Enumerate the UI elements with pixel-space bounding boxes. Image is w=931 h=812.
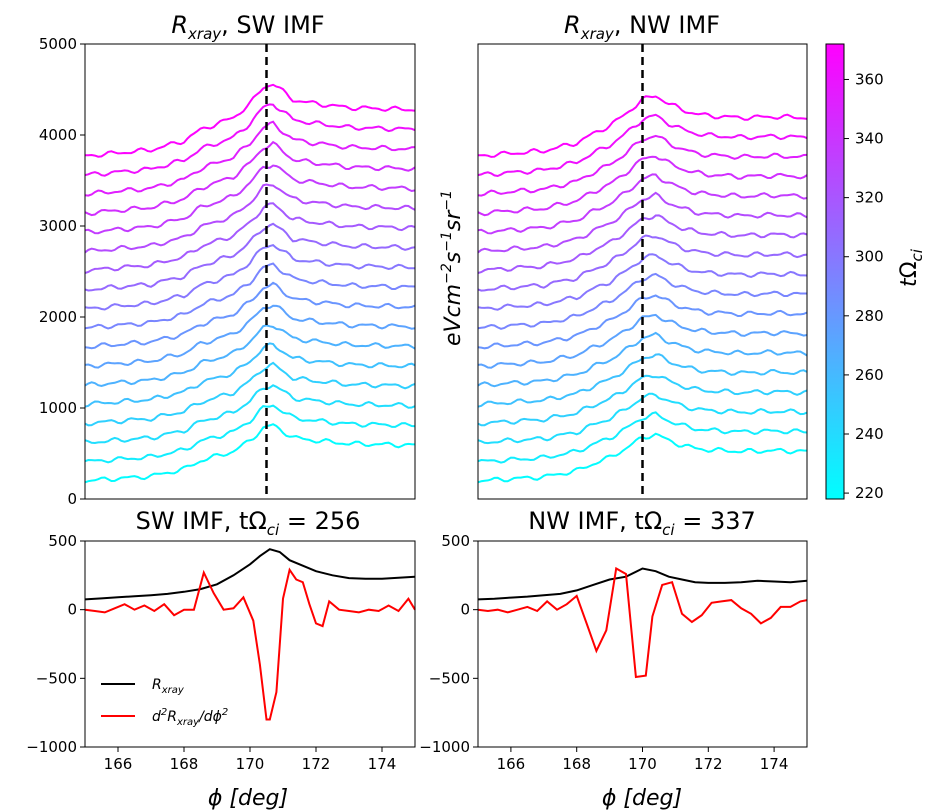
stack-line: [84, 164, 416, 235]
panel-sw-stacked-yticks: 0 1000 2000 3000 4000 5000: [39, 35, 85, 508]
stack-line: [84, 140, 416, 217]
stack-line: [477, 113, 808, 178]
stack-line: [84, 304, 416, 369]
stack-line: [84, 361, 416, 427]
colorbar-tick-label: 260: [855, 366, 884, 384]
series-line: [84, 548, 416, 601]
x-tick-label: 170: [236, 755, 265, 773]
panel-sw-derivative-title: SW IMF, tΩci = 256: [136, 507, 361, 539]
colorbar: 220 240 260 280 300 320 340 360 tΩci: [825, 43, 926, 502]
x-tick-label: 168: [562, 755, 591, 773]
y-tick-label: −500: [429, 669, 470, 687]
y-tick-label: −1000: [419, 738, 470, 756]
stack-line: [84, 202, 416, 274]
colorbar-tick-label: 240: [855, 425, 884, 443]
series-line: [477, 566, 808, 679]
panel-nw-stacked: Rxray, NW IMF: [477, 11, 808, 500]
stack-line: [84, 120, 416, 197]
colorbar-tick-label: 320: [855, 189, 884, 207]
x-tick-label: 168: [170, 755, 199, 773]
stack-line: [84, 423, 416, 484]
x-tick-label: 174: [760, 755, 789, 773]
y-tick-label: −1000: [26, 738, 77, 756]
panel-nw-derivative-frame: [477, 540, 808, 748]
panel-sw-stacked-frame: [84, 43, 416, 500]
panel-nw-stacked-frame: [477, 43, 808, 500]
colorbar-gradient: [825, 43, 845, 500]
x-tick-label: 174: [368, 755, 397, 773]
stack-line: [477, 411, 808, 464]
panel-sw-derivative: SW IMF, tΩci = 256 −1000 −500 0 500 166 168 17…: [26, 507, 416, 811]
stack-line: [477, 313, 808, 369]
x-tick-label: 170: [628, 755, 657, 773]
stack-line: [477, 155, 808, 217]
y-tick-label: 0: [460, 601, 470, 619]
stack-line: [84, 404, 416, 464]
stack-line: [477, 331, 808, 388]
stack-line: [84, 342, 416, 408]
y-tick-label: 4000: [39, 126, 77, 144]
stack-line: [477, 234, 808, 292]
colorbar-tick-label: 280: [855, 307, 884, 325]
stack-line: [84, 243, 415, 311]
colorbar-tick-label: 360: [855, 70, 884, 88]
stack-line: [84, 183, 416, 254]
series-line: [477, 567, 808, 601]
panel-nw-xlabel: ϕ [deg]: [602, 786, 682, 811]
colorbar-ticks: 220 240 260 280 300 320 340 360: [844, 70, 884, 502]
y-tick-label: 500: [441, 532, 470, 550]
panel-nw-derivative-title: NW IMF, tΩci = 337: [528, 507, 756, 539]
colorbar-tick-label: 300: [855, 248, 884, 266]
panel-sw-derivative-ticks: −1000 −500 0 500 166 168 170 172 174: [26, 532, 396, 773]
y-axis-label: eVcm−2s−1sr−1: [439, 190, 466, 346]
panel-nw-derivative-ticks: −1000 −500 0 500 166 168 170 172 174: [419, 532, 788, 773]
series-line: [84, 567, 416, 721]
colorbar-label: tΩci: [897, 248, 926, 287]
panel-nw-stacked-title: Rxray, NW IMF: [564, 11, 720, 43]
stack-line: [84, 262, 416, 330]
y-tick-label: 500: [48, 532, 77, 550]
colorbar-tick-label: 220: [855, 484, 884, 502]
stack-line: [84, 384, 416, 445]
colorbar-tick-label: 340: [855, 130, 884, 148]
y-tick-label: 0: [67, 490, 77, 508]
y-tick-label: 0: [67, 601, 77, 619]
stack-line: [84, 222, 416, 292]
panel-nw-derivative-lines: [477, 566, 808, 679]
y-tick-label: 1000: [39, 399, 77, 417]
legend-rxray-label: Rxray: [152, 677, 185, 696]
panel-sw-stacked-title: Rxray, SW IMF: [171, 11, 324, 43]
panel-sw-xlabel: ϕ [deg]: [208, 786, 288, 811]
panel-sw-derivative-lines: [84, 548, 416, 721]
y-tick-label: 5000: [39, 35, 77, 53]
x-tick-label: 166: [104, 755, 133, 773]
y-tick-label: −500: [36, 669, 77, 687]
stack-line: [84, 324, 416, 388]
stack-line: [84, 83, 416, 158]
x-tick-label: 166: [497, 755, 526, 773]
y-tick-label: 2000: [39, 308, 77, 326]
x-tick-label: 172: [302, 755, 331, 773]
x-tick-label: 172: [694, 755, 723, 773]
y-tick-label: 3000: [39, 217, 77, 235]
stack-line: [84, 103, 416, 177]
panel-sw-stacked: Rxray, SW IMF 0 1000 2000 3000 4000 5000: [39, 11, 416, 508]
panel-sw-stacked-lines: [84, 83, 416, 484]
legend: Rxray d2Rxray/dϕ2: [101, 677, 228, 728]
panel-nw-derivative: NW IMF, tΩci = 337 −1000 −500 0 500 166 168 17…: [419, 507, 808, 811]
stack-line: [477, 191, 808, 254]
legend-deriv-label: d2Rxray/dϕ2: [152, 707, 228, 728]
stack-line: [84, 281, 416, 350]
